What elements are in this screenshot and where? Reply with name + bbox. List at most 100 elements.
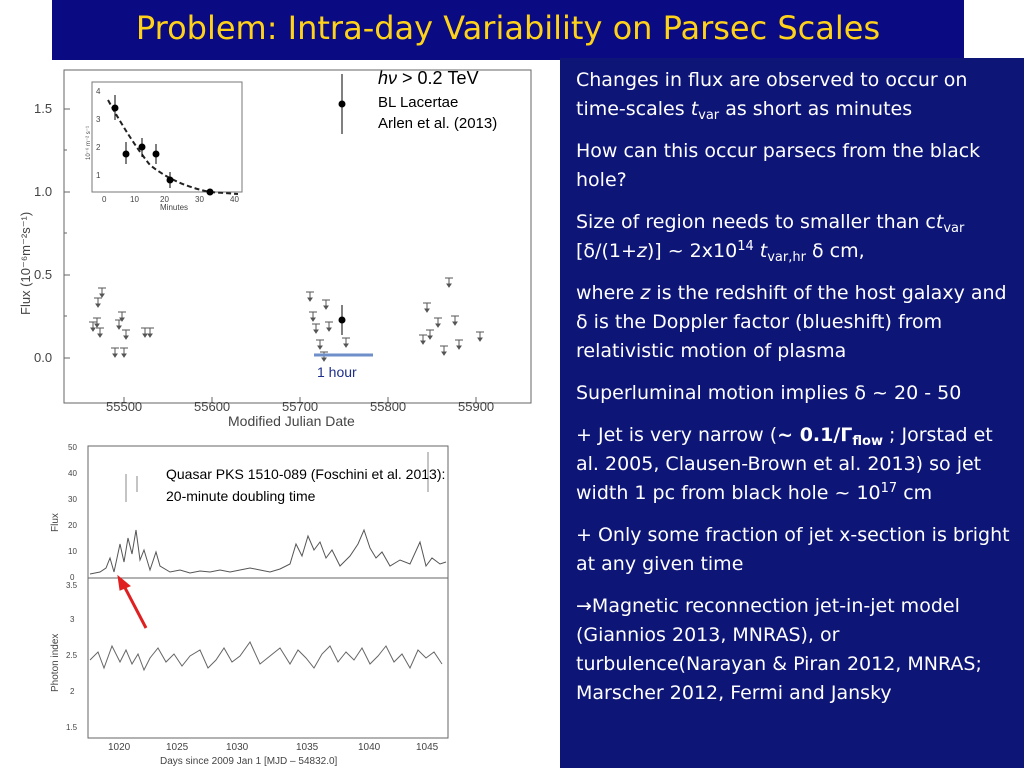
index-ytick: 1.5	[66, 723, 78, 732]
x-tick-label: 55600	[194, 399, 230, 414]
flux-ytick: 40	[68, 469, 77, 478]
upper-limit	[423, 302, 431, 313]
flux-ytick: 0	[70, 573, 75, 582]
inset-ylabel: 10⁻⁶ m⁻² s⁻¹	[85, 126, 92, 160]
upper-limit	[111, 347, 119, 358]
upper-limit	[306, 291, 314, 302]
x-tick-label: 55700	[282, 399, 318, 414]
red-arrow	[117, 574, 148, 629]
inset-ytick: 4	[96, 87, 101, 96]
x-tick-label: 55800	[370, 399, 406, 414]
upper-limit	[89, 321, 97, 332]
bl-lacertae-plot: 0.0 0.5 1.0 1.5 55500 55600 55700 55800 …	[0, 60, 560, 435]
flux-legend-point	[338, 74, 346, 134]
upper-limit	[146, 327, 154, 338]
title-bar: Problem: Intra-day Variability on Parsec…	[52, 0, 964, 60]
bullet-jet-narrow: + Jet is very narrow (~ 0.1/Γflow ; Jors…	[576, 424, 993, 504]
upper-limit	[94, 297, 102, 308]
inset-point	[206, 188, 214, 196]
flux-ytick: 50	[68, 443, 77, 452]
inset-xtick: 30	[195, 195, 204, 204]
x-tick-label: 1020	[108, 742, 131, 753]
inset-ytick: 2	[96, 143, 101, 152]
energy-threshold-label: hν > 0.2 TeV	[378, 68, 479, 89]
upper-limit	[451, 315, 459, 326]
source-name: BL Lacertae	[378, 94, 459, 111]
upper-limit	[122, 329, 130, 340]
reference: Arlen et al. (2013)	[378, 115, 498, 132]
y-tick-label: 0.0	[34, 350, 52, 365]
pks1510-figure: 0 10 20 30 40 50 1.5 2 2.5 3 3.5 1020 10…	[50, 443, 449, 767]
upper-limit	[476, 331, 484, 342]
pks-caption-line1: Quasar PKS 1510-089 (Foschini et al. 201…	[166, 466, 446, 482]
photon-index-series	[89, 641, 443, 672]
upper-limit	[426, 329, 434, 340]
inset-ytick: 3	[96, 115, 101, 124]
flux-ytick: 30	[68, 495, 77, 504]
y-tick-label: 1.5	[34, 101, 52, 116]
x-tick-label: 1040	[358, 742, 381, 753]
upper-limit	[419, 334, 427, 345]
bullet-parsec-question: How can this occur parsecs from the blac…	[576, 140, 981, 191]
index-ytick: 3.5	[66, 581, 78, 590]
bullet-region-size: Size of region needs to smaller than ctv…	[576, 211, 965, 265]
upper-limit	[96, 327, 104, 338]
upper-limit	[141, 327, 149, 338]
flux-detection	[338, 305, 346, 335]
bullet-superluminal: Superluminal motion implies δ ~ 20 - 50	[576, 382, 962, 404]
upper-limit	[93, 317, 101, 328]
y-ticks	[64, 108, 70, 359]
flux-ytick: 20	[68, 521, 77, 530]
flux-axis-label: Flux	[50, 513, 61, 532]
upper-limit	[322, 299, 330, 310]
explanation-panel: Changes in flux are observed to occur on…	[560, 58, 1024, 768]
x-tick-label: 55500	[106, 399, 142, 414]
flux-series	[89, 528, 447, 575]
upper-limit	[309, 311, 317, 322]
upper-limit	[342, 337, 350, 348]
slide-title: Problem: Intra-day Variability on Parsec…	[135, 9, 881, 47]
index-panel-frame	[87, 577, 449, 739]
flux-ytick: 10	[68, 547, 77, 556]
inset-xtick: 20	[160, 195, 169, 204]
pks1510-plot: 0 10 20 30 40 50 1.5 2 2.5 3 3.5 1020 10…	[40, 432, 460, 768]
right-arrow-icon: →	[576, 595, 592, 617]
upper-limit	[440, 345, 448, 356]
one-hour-label: 1 hour	[317, 364, 357, 380]
inset-point	[152, 150, 160, 158]
x-tick-label: 55900	[458, 399, 494, 414]
upper-limit	[320, 351, 328, 362]
pks-caption-line2: 20-minute doubling time	[166, 488, 316, 504]
upper-limit	[325, 321, 333, 332]
upper-limit	[455, 339, 463, 350]
index-ytick: 2	[70, 687, 75, 696]
upper-limit	[120, 347, 128, 358]
upper-limit	[445, 277, 453, 288]
x-tick-label: 1030	[226, 742, 249, 753]
inset-xlabel: Minutes	[160, 203, 188, 212]
inset-point	[138, 143, 146, 151]
upper-limit	[316, 339, 324, 350]
x-tick-label: 1045	[416, 742, 439, 753]
inset-fit-curve	[107, 99, 239, 195]
inset-ytick: 1	[96, 171, 101, 180]
upper-limit-markers	[89, 277, 484, 362]
bullet-flux-changes: Changes in flux are observed to occur on…	[576, 69, 968, 123]
inset-point	[166, 176, 174, 184]
energy-threshold-value: > 0.2 TeV	[397, 68, 479, 88]
inset-point	[122, 150, 130, 158]
y-axis-label: Flux (10⁻⁶m⁻²s⁻¹)	[18, 212, 33, 315]
upper-limit	[115, 319, 123, 330]
upper-limit	[312, 323, 320, 334]
index-ytick: 2.5	[66, 651, 78, 660]
plot-frame	[63, 69, 532, 404]
y-tick-label: 0.5	[34, 267, 52, 282]
inset-plot: 4 3 2 1 0 10 20 30 40 Minutes 10⁻⁶ m⁻² s…	[85, 81, 243, 212]
y-tick-label: 1.0	[34, 184, 52, 199]
bl-lacertae-figure: 0.0 0.5 1.0 1.5 55500 55600 55700 55800 …	[18, 69, 532, 429]
x-axis-label: Modified Julian Date	[228, 413, 355, 429]
upper-limit	[98, 287, 106, 298]
inset-point	[111, 104, 119, 112]
inset-xtick: 0	[102, 195, 107, 204]
inset-xtick: 40	[230, 195, 239, 204]
